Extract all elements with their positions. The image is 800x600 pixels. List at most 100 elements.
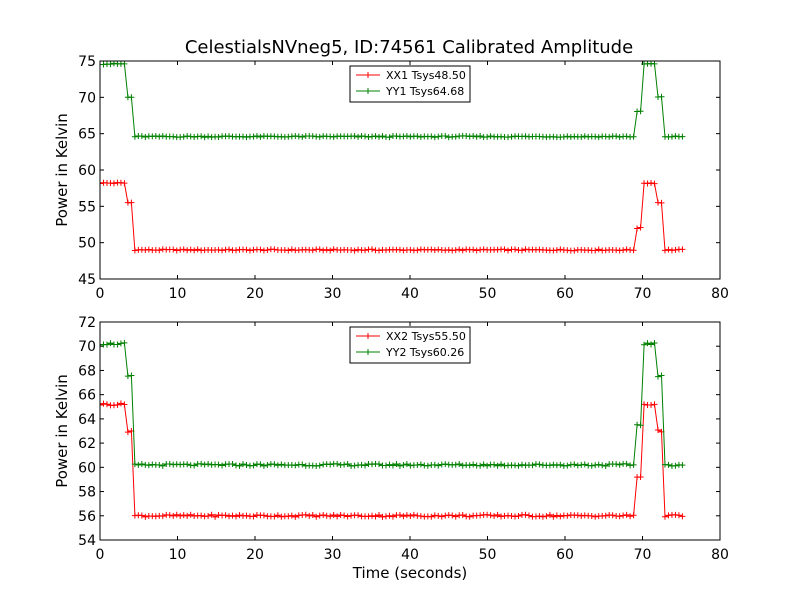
data-point [138,133,145,140]
chart-title: CelestialsNVneg5, ID:74561 Calibrated Am… [185,37,633,58]
y-axis-label: Power in Kelvin [53,113,71,227]
x-tick-label: 70 [634,547,652,563]
x-tick-label: 20 [246,286,264,302]
x-tick-label: 0 [96,547,105,563]
data-point [299,461,306,468]
data-point [365,513,372,520]
x-tick-label: 10 [169,547,187,563]
data-point [505,247,512,254]
data-point [672,133,679,140]
data-point [655,426,661,433]
data-point [100,180,103,187]
data-point [634,225,641,232]
data-point [396,462,403,469]
data-point [295,133,302,140]
data-point [208,511,215,518]
y-tick-label: 68 [78,363,96,379]
data-point [574,512,581,519]
data-point [250,133,257,140]
data-point [529,462,536,469]
data-point [414,461,421,468]
data-point [417,461,424,468]
data-point [226,513,233,520]
x-tick-label: 50 [479,286,497,302]
data-point [348,246,355,253]
data-point [382,513,389,520]
data-point [309,133,316,140]
data-point [145,246,152,253]
x-tick-label: 0 [96,286,105,302]
data-point [233,247,240,254]
data-point [435,462,442,469]
data-point [648,341,655,348]
data-point [320,511,327,518]
x-tick-label: 30 [324,286,342,302]
data-point [641,341,648,348]
data-point [431,461,438,468]
data-point [309,511,316,518]
data-point [103,401,110,408]
data-point [452,247,459,254]
legend-label: XX2 Tsys55.50 [386,330,466,343]
data-point [138,512,145,519]
data-point [233,513,240,520]
data-point [609,512,616,519]
data-point [166,512,173,519]
data-point [184,247,191,254]
data-point [546,462,553,469]
data-point [518,461,525,468]
x-tick-label: 80 [711,286,729,302]
data-point [246,247,253,254]
legend-marker [365,72,371,78]
data-point [522,133,529,140]
y-tick-label: 62 [78,436,96,452]
legend-marker [365,88,371,94]
data-point [330,511,337,518]
data-point [637,422,644,429]
data-point [400,513,407,520]
data-point [466,462,473,469]
data-point [142,133,149,140]
data-point [306,512,313,519]
data-point [445,246,452,253]
data-point [651,401,658,408]
data-point [327,247,334,254]
data-point [651,340,658,347]
data-point [651,61,658,67]
data-point [260,512,267,519]
y-tick-label: 70 [78,339,96,355]
data-point [191,462,198,469]
data-point [494,462,501,469]
data-point [114,401,121,408]
data-point [498,461,505,468]
legend-box [349,326,471,364]
data-point [121,339,128,346]
data-point [592,247,599,254]
data-point [369,512,376,519]
data-point [501,246,508,253]
data-point [184,461,191,468]
data-point [574,462,581,469]
data-point [316,246,323,253]
data-point [623,460,630,467]
data-point [107,61,114,68]
data-point [198,133,205,140]
data-point [679,133,686,140]
data-point [173,511,180,518]
data-point [173,247,180,254]
data-point [351,247,358,254]
data-point [376,461,382,468]
legend-label: YY1 Tsys64.68 [385,85,464,98]
data-point [316,133,323,140]
data-point [442,132,449,139]
data-point [358,461,365,468]
data-point [313,513,320,520]
data-point [389,513,396,520]
data-point [627,513,634,520]
data-point [257,133,264,140]
data-point [124,373,131,380]
data-point [494,511,501,518]
data-point [512,246,519,253]
y-tick-label: 55 [78,199,96,215]
y-tick-label: 66 [78,388,96,404]
